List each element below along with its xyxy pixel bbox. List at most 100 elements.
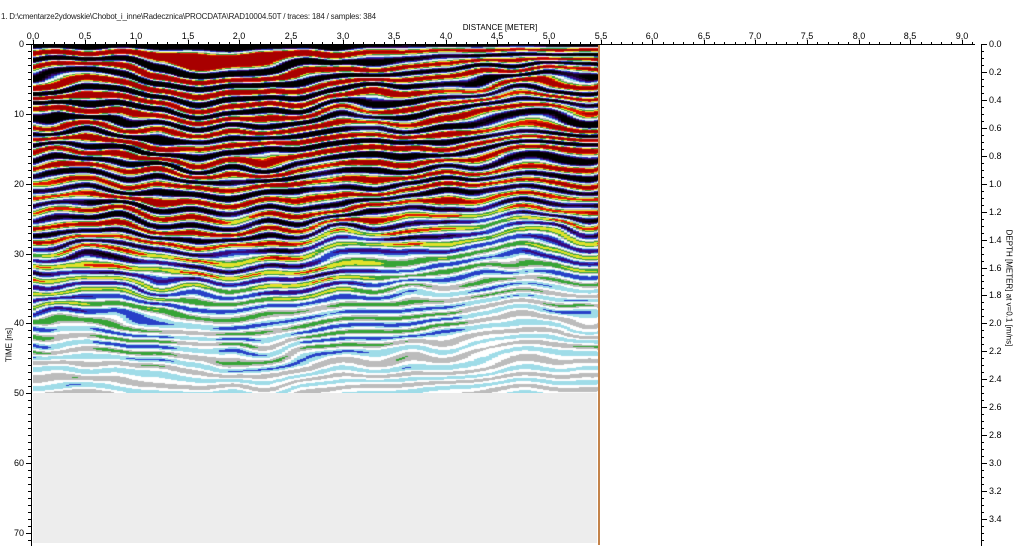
depth-minor-tick (982, 302, 984, 303)
depth-major-tick (982, 519, 987, 520)
time-minor-tick (28, 212, 31, 213)
depth-minor-tick (982, 142, 984, 143)
distance-minor-tick (270, 42, 271, 44)
depth-major-tick (982, 407, 987, 408)
distance-major-tick (343, 40, 344, 44)
time-minor-tick (28, 142, 31, 143)
time-minor-tick (28, 100, 31, 101)
distance-minor-tick (559, 42, 560, 44)
depth-tick-label: 2.4 (989, 374, 1002, 384)
depth-minor-tick (982, 344, 984, 345)
depth-minor-tick (982, 198, 984, 199)
time-minor-tick (28, 442, 31, 443)
distance-minor-tick (332, 42, 333, 44)
time-minor-tick (28, 414, 31, 415)
depth-minor-tick (982, 205, 984, 206)
depth-tick-label: 1.8 (989, 290, 1002, 300)
distance-major-tick (446, 40, 447, 44)
depth-minor-tick (982, 149, 984, 150)
time-minor-tick (28, 226, 31, 227)
time-minor-tick (28, 135, 31, 136)
distance-major-tick (652, 40, 653, 44)
time-tick-label: 0 (18, 39, 24, 49)
time-minor-tick (28, 177, 31, 178)
distance-tick-label: 6,5 (697, 31, 711, 41)
depth-major-tick (982, 435, 987, 436)
depth-minor-tick (982, 372, 984, 373)
depth-minor-tick (982, 65, 984, 66)
time-minor-tick (28, 302, 31, 303)
time-minor-tick (28, 86, 31, 87)
time-minor-tick (28, 512, 31, 513)
time-minor-tick (28, 295, 31, 296)
distance-minor-tick (363, 42, 364, 44)
time-major-tick (26, 393, 31, 394)
distance-minor-tick (838, 42, 839, 44)
depth-tick-label: 2.2 (989, 346, 1002, 356)
depth-tick-label: 0.6 (989, 123, 1002, 133)
distance-tick-label: 6,0 (645, 31, 659, 41)
time-minor-tick (28, 477, 31, 478)
time-minor-tick (28, 240, 31, 241)
depth-major-tick (982, 212, 987, 213)
distance-minor-tick (425, 42, 426, 44)
distance-minor-tick (693, 42, 694, 44)
time-minor-tick (28, 72, 31, 73)
time-minor-tick (28, 428, 31, 429)
depth-minor-tick (982, 484, 984, 485)
distance-major-tick (188, 40, 189, 44)
depth-minor-tick (982, 526, 984, 527)
time-major-tick (26, 323, 31, 324)
depth-axis-line (981, 44, 982, 546)
distance-major-tick (910, 40, 911, 44)
distance-minor-tick (570, 42, 571, 44)
distance-minor-tick (43, 42, 44, 44)
time-major-tick (26, 254, 31, 255)
time-minor-tick (28, 261, 31, 262)
time-minor-tick (28, 470, 31, 471)
depth-minor-tick (982, 86, 984, 87)
distance-minor-tick (312, 42, 313, 44)
distance-minor-tick (663, 42, 664, 44)
time-minor-tick (28, 330, 31, 331)
time-minor-tick (28, 400, 31, 401)
time-minor-tick (28, 372, 31, 373)
depth-axis-title: DEPTH [METER] at v=0.1 [m/ns] (1004, 229, 1014, 347)
distance-minor-tick (890, 42, 891, 44)
distance-tick-label: 8,0 (852, 31, 866, 41)
time-minor-tick (28, 233, 31, 234)
time-minor-tick (28, 121, 31, 122)
distance-minor-tick (415, 42, 416, 44)
depth-minor-tick (982, 254, 984, 255)
distance-minor-tick (642, 42, 643, 44)
distance-minor-tick (54, 42, 55, 44)
radargram-canvas (33, 44, 598, 393)
depth-minor-tick (982, 288, 984, 289)
depth-minor-tick (982, 400, 984, 401)
time-tick-label: 30 (13, 249, 24, 259)
time-tick-label: 20 (13, 179, 24, 189)
depth-major-tick (982, 156, 987, 157)
time-minor-tick (28, 540, 31, 541)
distance-minor-tick (528, 42, 529, 44)
distance-minor-tick (590, 42, 591, 44)
depth-minor-tick (982, 386, 984, 387)
time-minor-tick (28, 498, 31, 499)
time-minor-tick (28, 191, 31, 192)
distance-minor-tick (229, 42, 230, 44)
depth-minor-tick (982, 365, 984, 366)
depth-minor-tick (982, 163, 984, 164)
depth-tick-label: 2.6 (989, 402, 1002, 412)
depth-tick-label: 0.4 (989, 95, 1002, 105)
distance-axis-title: DISTANCE [METER] (462, 23, 538, 32)
distance-minor-tick (250, 42, 251, 44)
depth-minor-tick (982, 177, 984, 178)
depth-major-tick (982, 295, 987, 296)
depth-minor-tick (982, 309, 984, 310)
distance-minor-tick (611, 42, 612, 44)
distance-minor-tick (673, 42, 674, 44)
time-minor-tick (28, 316, 31, 317)
distance-major-tick (755, 40, 756, 44)
distance-tick-label: 2,0 (232, 31, 246, 41)
time-minor-tick (28, 449, 31, 450)
